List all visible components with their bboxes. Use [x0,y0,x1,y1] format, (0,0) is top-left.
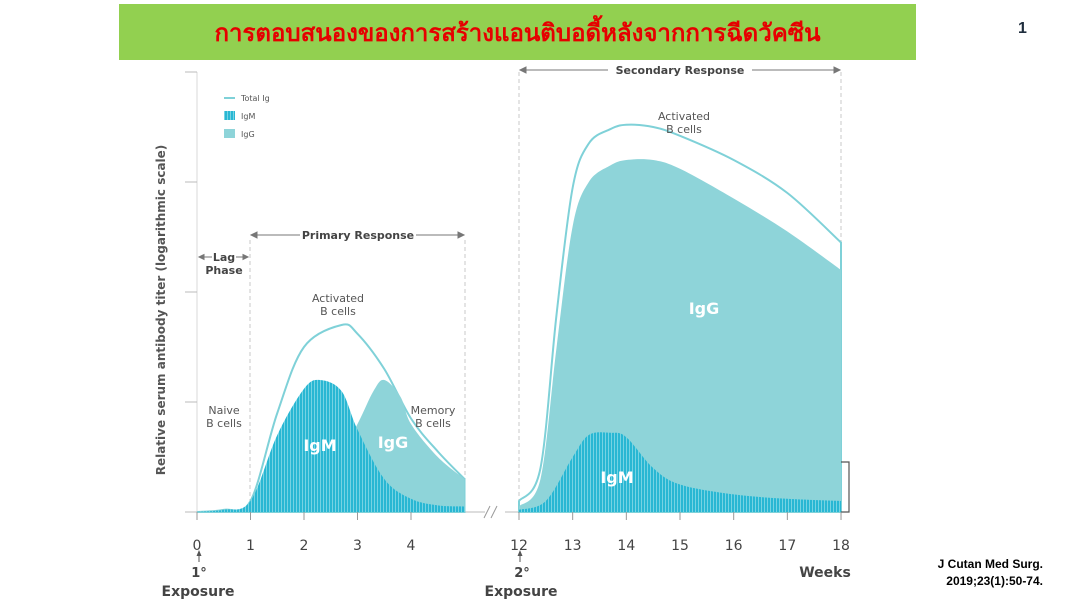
igm-primary-area-label: IgM [303,436,336,455]
activated-primary-label-1: Activated [312,292,364,305]
activated-primary-label-2: B cells [320,305,356,318]
primary-exposure-marker: 1° Exposure [162,550,235,600]
citation-line-2: 2019;23(1):50-74. [946,574,1043,588]
lag-phase-label-2: Phase [205,264,242,277]
x-axis-label: Weeks [799,565,851,581]
secondary-exposure-marker: 2° Exposure [485,550,558,600]
secondary-response-label: Secondary Response [616,64,745,77]
y-axis [185,71,198,512]
activated-secondary-label-2: B cells [666,123,702,136]
bracket [841,461,850,513]
title-banner: การตอบสนองของการสร้างแอนติบอดี้หลังจากกา… [119,4,916,60]
primary-response-label: Primary Response [302,229,414,242]
secondary-x-tick-16: 16 [725,538,743,554]
secondary-exposure-label: Exposure [485,584,558,600]
igg-primary-area-label: IgG [378,433,409,452]
igg-secondary-area-label: IgG [689,299,720,318]
secondary-x-tick-12: 12 [510,538,528,554]
legend: Total Ig IgM IgG [224,94,270,139]
secondary-igm-area [519,432,841,512]
secondary-x-tick-18: 18 [832,538,850,554]
legend-igg: IgG [241,130,255,139]
primary-x-tick-3: 3 [353,538,362,554]
page-title: การตอบสนองของการสร้างแอนติบอดี้หลังจากกา… [214,17,821,47]
secondary-response-span [518,66,842,74]
lag-phase-span [197,253,250,261]
legend-total-ig: Total Ig [240,94,270,103]
lag-phase-label-1: Lag [213,251,235,264]
memory-label-2: B cells [415,417,451,430]
naive-label-2: B cells [206,417,242,430]
citation: J Cutan Med Surg. 2019;23(1):50-74. [880,556,1043,590]
secondary-x-tick-14: 14 [617,538,635,554]
igm-secondary-area-label: IgM [600,468,633,487]
phase-dividers [249,72,842,512]
page-number: 1 [1018,20,1027,37]
primary-response-span [249,231,466,239]
memory-label-1: Memory [411,404,456,417]
secondary-igg-area [519,159,841,512]
secondary-x-tick-15: 15 [671,538,689,554]
citation-line-1: J Cutan Med Surg. [937,557,1043,571]
primary-exposure-label: Exposure [162,584,235,600]
naive-label-1: Naive [208,404,240,417]
y-axis-label: Relative serum antibody titer (logarithm… [154,145,168,476]
primary-igg-area [197,379,465,513]
secondary-exposure-degree: 2° [514,566,530,581]
secondary-x-tick-13: 13 [564,538,582,554]
secondary-x-tick-17: 17 [778,538,796,554]
primary-x-tick-1: 1 [246,538,255,554]
primary-x-tick-4: 4 [407,538,416,554]
primary-igm-area [197,379,465,512]
activated-secondary-label-1: Activated [658,110,710,123]
primary-x-tick-0: 0 [193,538,202,554]
legend-igm: IgM [241,112,255,121]
primary-exposure-degree: 1° [191,566,207,581]
primary-x-tick-2: 2 [300,538,309,554]
